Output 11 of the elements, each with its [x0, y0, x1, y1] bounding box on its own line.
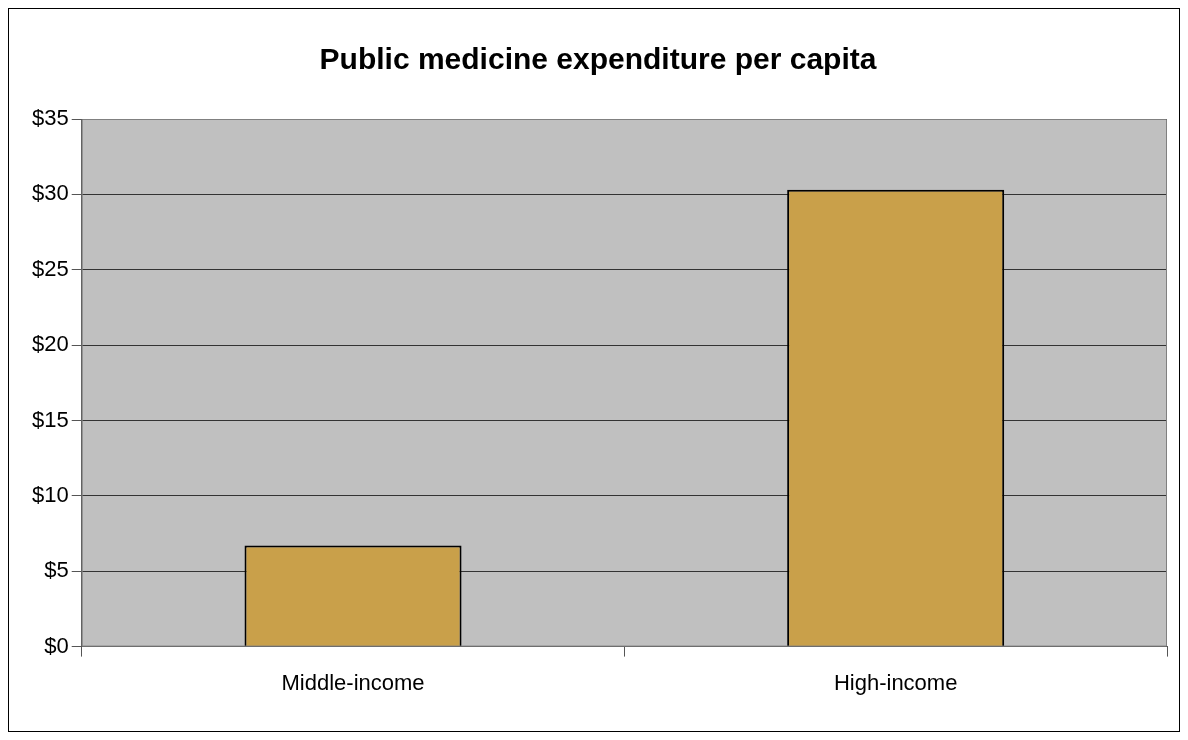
chart-title: Public medicine expenditure per capita	[319, 42, 877, 76]
y-tick-label: $30	[31, 180, 69, 206]
y-tick-label: $35	[31, 105, 69, 131]
x-tick-label: High-income	[833, 669, 958, 695]
x-tick-label: Middle-income	[281, 669, 425, 695]
y-tick-label: $15	[31, 406, 69, 432]
y-tick-label: $0	[44, 632, 69, 658]
y-tick-label: $25	[31, 255, 69, 281]
y-tick-label: $20	[31, 331, 69, 357]
y-tick-label: $10	[31, 481, 69, 507]
y-tick-label: $5	[44, 557, 69, 583]
